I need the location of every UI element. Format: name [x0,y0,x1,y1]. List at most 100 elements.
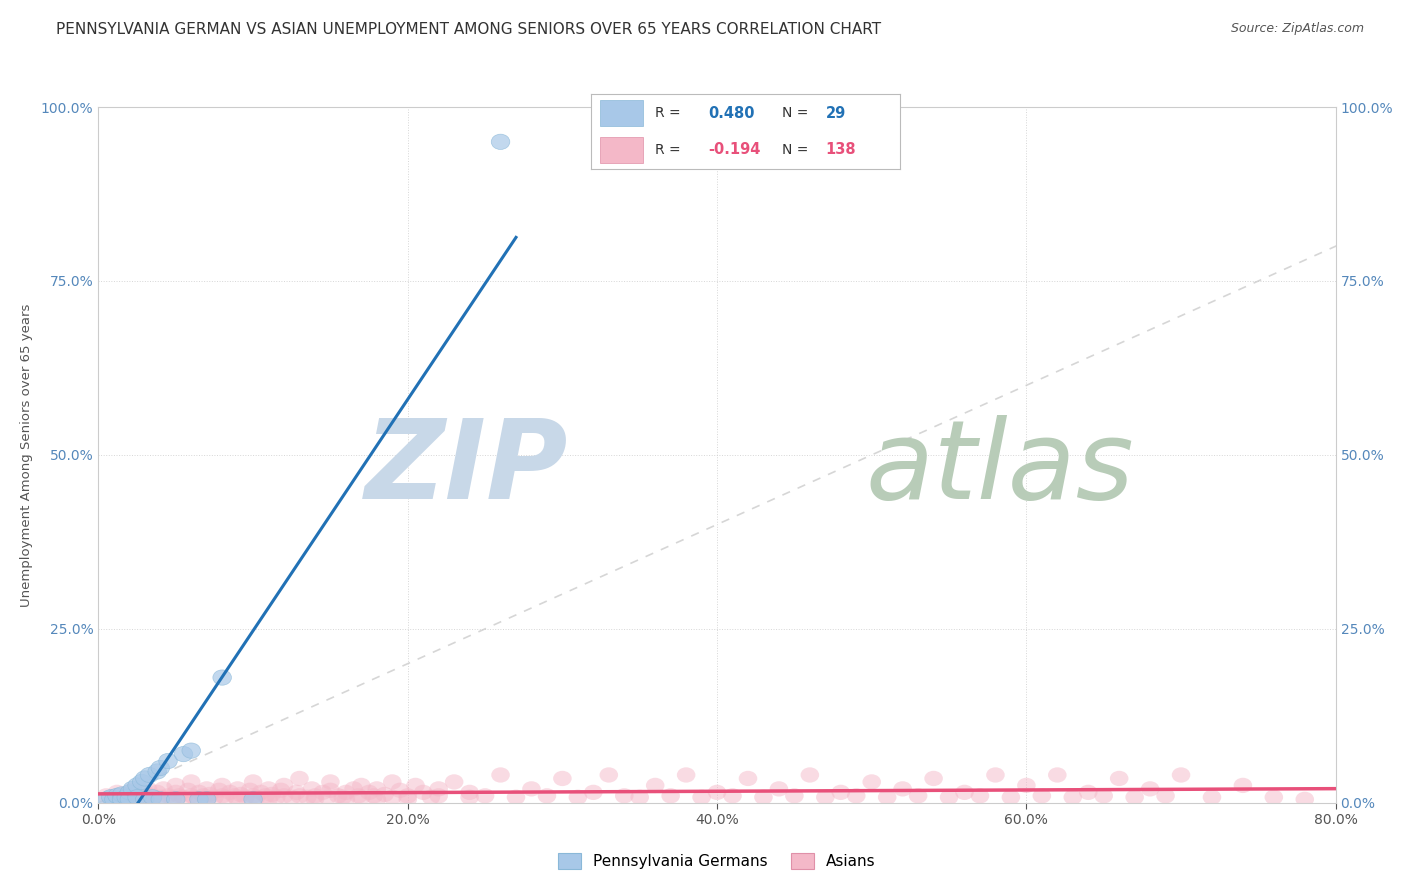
Ellipse shape [1156,789,1175,804]
Ellipse shape [197,792,217,807]
Ellipse shape [862,774,882,789]
Ellipse shape [1140,781,1160,797]
Ellipse shape [108,785,127,800]
Ellipse shape [181,743,201,758]
Text: N =: N = [782,106,808,120]
Ellipse shape [893,781,912,797]
Ellipse shape [645,778,665,793]
Ellipse shape [614,789,634,804]
Ellipse shape [1171,767,1191,782]
Ellipse shape [135,789,155,805]
Text: N =: N = [782,143,808,157]
Ellipse shape [391,782,409,798]
Ellipse shape [143,789,162,805]
Y-axis label: Unemployment Among Seniors over 65 years: Unemployment Among Seniors over 65 years [20,303,32,607]
Ellipse shape [267,789,285,805]
Ellipse shape [132,792,150,807]
Ellipse shape [217,789,235,805]
Ellipse shape [159,754,177,769]
Ellipse shape [1233,778,1253,793]
Ellipse shape [290,789,309,804]
Ellipse shape [163,792,181,807]
Ellipse shape [117,789,135,805]
Ellipse shape [1063,789,1083,805]
Ellipse shape [274,789,294,804]
Ellipse shape [986,767,1005,782]
Ellipse shape [924,771,943,786]
Ellipse shape [1017,778,1036,793]
Ellipse shape [287,785,305,800]
Ellipse shape [155,781,173,797]
Ellipse shape [117,787,135,802]
Ellipse shape [553,771,572,786]
Ellipse shape [344,781,363,797]
Ellipse shape [112,787,131,802]
FancyBboxPatch shape [600,101,643,127]
Ellipse shape [150,789,170,805]
Ellipse shape [506,789,526,805]
Text: R =: R = [655,106,681,120]
Ellipse shape [352,778,371,793]
Text: Source: ZipAtlas.com: Source: ZipAtlas.com [1230,22,1364,36]
Ellipse shape [422,789,440,805]
Ellipse shape [939,789,959,805]
Ellipse shape [406,778,425,793]
Ellipse shape [785,789,804,804]
Ellipse shape [754,789,773,805]
Ellipse shape [170,789,188,804]
Ellipse shape [112,792,131,807]
Ellipse shape [305,792,325,807]
Ellipse shape [190,792,208,807]
Text: 0.480: 0.480 [709,106,755,121]
Ellipse shape [97,792,115,807]
Ellipse shape [112,792,131,807]
Ellipse shape [298,789,316,805]
Ellipse shape [360,785,378,800]
Ellipse shape [194,789,212,804]
Ellipse shape [364,789,382,804]
Ellipse shape [375,787,394,802]
Ellipse shape [150,792,170,807]
Ellipse shape [305,789,325,804]
Ellipse shape [120,792,139,807]
Ellipse shape [197,781,217,797]
Ellipse shape [1202,789,1222,805]
Ellipse shape [318,789,336,805]
Ellipse shape [232,787,250,802]
Ellipse shape [201,787,219,802]
Ellipse shape [148,764,166,779]
Ellipse shape [174,747,193,762]
Ellipse shape [336,792,356,807]
Ellipse shape [429,789,449,804]
Ellipse shape [212,670,232,685]
Ellipse shape [132,774,150,789]
Ellipse shape [1264,789,1284,805]
Ellipse shape [124,781,142,797]
Ellipse shape [321,782,340,798]
Ellipse shape [831,785,851,800]
Ellipse shape [1295,792,1315,807]
Ellipse shape [1094,789,1114,804]
Ellipse shape [599,767,619,782]
Ellipse shape [166,785,186,800]
Ellipse shape [321,774,340,789]
Ellipse shape [429,781,449,797]
Ellipse shape [1001,789,1021,805]
Ellipse shape [240,782,259,798]
Ellipse shape [252,785,270,800]
Ellipse shape [141,767,159,782]
Text: 138: 138 [825,142,856,157]
Ellipse shape [150,760,170,776]
Ellipse shape [302,781,321,797]
Ellipse shape [228,781,247,797]
Ellipse shape [460,789,479,805]
Ellipse shape [398,792,418,807]
Ellipse shape [1032,789,1052,804]
Ellipse shape [166,778,186,793]
Ellipse shape [475,789,495,804]
Ellipse shape [205,789,224,805]
Ellipse shape [676,767,696,782]
Text: 29: 29 [825,106,846,121]
Ellipse shape [104,789,124,805]
Ellipse shape [243,774,263,789]
